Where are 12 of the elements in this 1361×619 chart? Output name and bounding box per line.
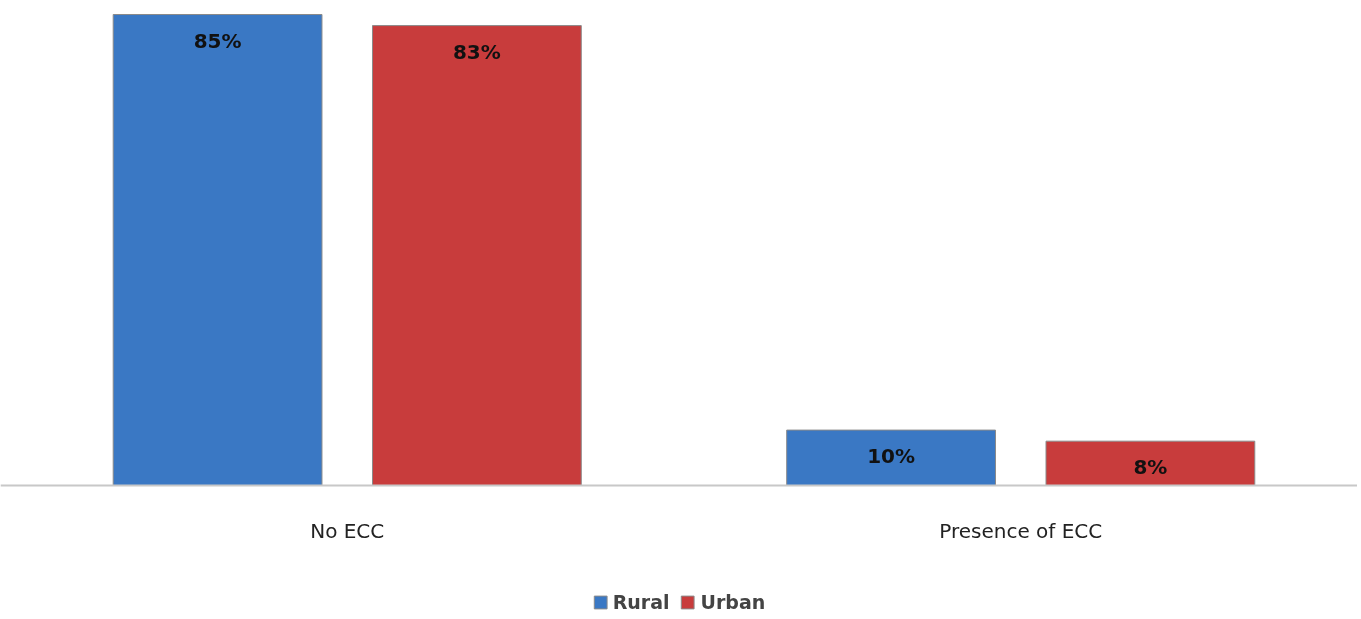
bar (786, 429, 996, 486)
bar (371, 25, 582, 486)
data-label: 83% (452, 39, 501, 64)
data-label: 85% (193, 28, 242, 53)
data-label: 8% (1133, 455, 1168, 480)
bar (112, 14, 323, 486)
data-label: 10% (867, 444, 916, 469)
x-tick-label: Presence of ECC (939, 518, 1103, 543)
legend-label: Rural (612, 591, 670, 613)
bar (1045, 440, 1256, 486)
x-tick-label: No ECC (310, 518, 385, 543)
legend-label: Urban (700, 591, 766, 613)
